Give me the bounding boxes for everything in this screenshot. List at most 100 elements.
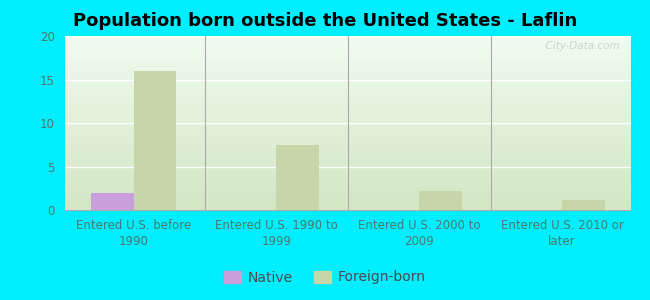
Bar [65, 80, 630, 81]
Bar [65, 167, 630, 168]
Bar [65, 102, 630, 104]
Bar [65, 146, 630, 147]
Bar [65, 161, 630, 163]
Bar [65, 144, 630, 146]
Bar [65, 64, 630, 66]
Bar [65, 99, 630, 100]
Bar [65, 81, 630, 83]
Bar [65, 201, 630, 203]
Bar [65, 60, 630, 62]
Legend: Native, Foreign-born: Native, Foreign-born [219, 265, 431, 290]
Bar [65, 194, 630, 196]
Bar [65, 73, 630, 74]
Bar [65, 58, 630, 60]
Bar [65, 43, 630, 45]
Text: City-Data.com: City-Data.com [539, 41, 619, 51]
Bar [65, 177, 630, 179]
Bar [65, 57, 630, 58]
Bar [65, 154, 630, 156]
Bar [65, 106, 630, 107]
Bar [65, 74, 630, 76]
Bar [419, 191, 462, 210]
Bar [65, 153, 630, 154]
Bar [65, 107, 630, 109]
Bar [65, 135, 630, 137]
Bar [65, 109, 630, 111]
Bar [65, 168, 630, 170]
Bar [65, 130, 630, 132]
Bar [65, 118, 630, 119]
Bar [65, 88, 630, 90]
Bar [276, 145, 319, 210]
Bar [65, 116, 630, 118]
Bar [65, 67, 630, 69]
Bar [65, 85, 630, 86]
Bar [65, 66, 630, 67]
Bar [65, 50, 630, 52]
Bar [65, 175, 630, 177]
Bar [65, 180, 630, 182]
Bar [65, 151, 630, 153]
Bar [65, 114, 630, 116]
Bar [65, 163, 630, 165]
Bar [65, 147, 630, 149]
Bar [65, 172, 630, 173]
Bar [133, 71, 176, 210]
Bar [65, 53, 630, 55]
Bar [65, 62, 630, 64]
Bar [65, 36, 630, 38]
Bar [65, 203, 630, 205]
Bar [65, 55, 630, 57]
Bar [65, 78, 630, 80]
Bar [65, 86, 630, 88]
Bar [65, 196, 630, 198]
Bar [65, 100, 630, 102]
Bar [65, 179, 630, 180]
Bar [65, 121, 630, 123]
Bar [65, 140, 630, 142]
Bar [91, 193, 133, 210]
Bar [65, 125, 630, 127]
Bar [65, 48, 630, 50]
Bar [65, 46, 630, 48]
Bar [65, 142, 630, 144]
Bar [65, 205, 630, 206]
Bar [65, 206, 630, 208]
Bar [65, 191, 630, 193]
Bar [65, 189, 630, 191]
Bar [65, 41, 630, 43]
Bar [65, 134, 630, 135]
Bar [65, 186, 630, 188]
Bar [65, 188, 630, 189]
Text: Population born outside the United States - Laflin: Population born outside the United State… [73, 12, 577, 30]
Bar [65, 127, 630, 128]
Bar [65, 137, 630, 139]
Bar [65, 40, 630, 41]
Bar [65, 193, 630, 194]
Bar [65, 71, 630, 73]
Bar [65, 92, 630, 93]
Bar [65, 104, 630, 106]
Bar [65, 52, 630, 53]
Bar [65, 128, 630, 130]
Bar [65, 160, 630, 161]
Bar [65, 111, 630, 112]
Bar [65, 132, 630, 134]
Bar [65, 38, 630, 40]
Bar [65, 139, 630, 140]
Bar [65, 112, 630, 114]
Bar [65, 165, 630, 167]
Bar [65, 149, 630, 151]
Bar [65, 182, 630, 184]
Bar [65, 95, 630, 97]
Bar [65, 119, 630, 121]
Bar [65, 173, 630, 175]
Bar [65, 123, 630, 125]
Bar [65, 69, 630, 71]
Bar [65, 184, 630, 186]
Bar [65, 97, 630, 99]
Bar [562, 200, 604, 210]
Bar [65, 156, 630, 158]
Bar [65, 45, 630, 46]
Bar [65, 208, 630, 210]
